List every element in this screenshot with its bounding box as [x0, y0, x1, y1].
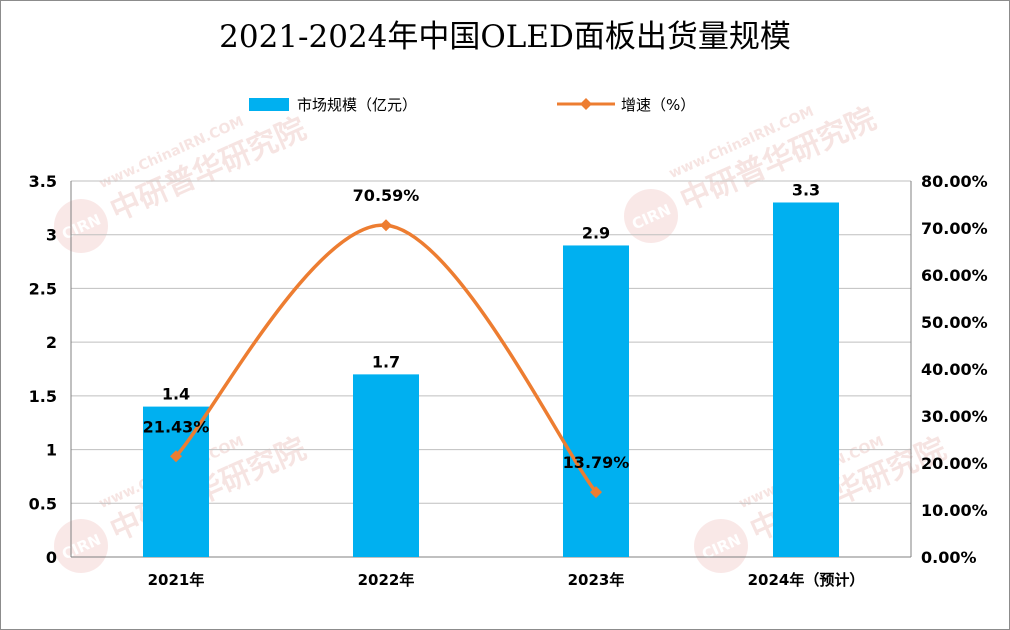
legend-line-label: 增速（%） [621, 95, 696, 114]
growth-value-label: 13.79% [563, 453, 630, 472]
growth-marker [380, 219, 392, 232]
watermark-logo-icon [624, 189, 678, 243]
bar-value-label: 1.7 [372, 352, 400, 371]
chart-title: 2021-2024年中国OLED面板出货量规模 [219, 19, 791, 55]
y-right-tick-label: 10.00% [921, 501, 988, 520]
bar [353, 374, 419, 557]
watermark-logo-icon [54, 519, 108, 573]
x-tick-label: 2021年 [148, 571, 205, 589]
bar [143, 406, 209, 557]
legend-bar-swatch [249, 97, 289, 111]
growth-marker [170, 450, 182, 463]
bar-value-label: 1.4 [162, 385, 190, 404]
bar [773, 202, 839, 557]
x-tick-label: 2024年（预计） [748, 571, 865, 589]
legend-bar-label: 市场规模（亿元） [297, 95, 418, 114]
y-left-tick-label: 3 [46, 226, 57, 245]
bar-value-label: 2.9 [582, 223, 610, 242]
y-right-tick-label: 20.00% [921, 454, 988, 473]
y-right-tick-label: 50.00% [921, 313, 988, 332]
legend-line-swatch [557, 98, 615, 110]
y-right-tick-label: 80.00% [921, 172, 988, 191]
y-left-tick-label: 2 [46, 333, 57, 352]
y-left-tick-label: 1 [46, 441, 57, 460]
y-right-tick-label: 0.00% [921, 548, 977, 567]
bar-value-label: 3.3 [792, 180, 820, 199]
y-left-tick-label: 3.5 [29, 172, 57, 191]
watermark-logo-icon [694, 519, 748, 573]
y-right-tick-label: 40.00% [921, 360, 988, 379]
growth-value-label: 21.43% [143, 417, 210, 436]
x-tick-label: 2022年 [358, 571, 415, 589]
growth-marker [590, 486, 602, 499]
x-tick-label: 2023年 [568, 571, 625, 589]
y-left-tick-label: 1.5 [29, 387, 57, 406]
y-left-tick-label: 0.5 [29, 494, 57, 513]
y-right-tick-label: 30.00% [921, 407, 988, 426]
y-right-tick-label: 70.00% [921, 219, 988, 238]
growth-value-label: 70.59% [353, 186, 420, 205]
y-left-tick-label: 2.5 [29, 279, 57, 298]
legend-item-bar: 市场规模（亿元） [249, 93, 417, 115]
bar [563, 245, 629, 557]
watermark-logo-icon [54, 199, 108, 253]
y-right-tick-label: 60.00% [921, 266, 988, 285]
legend-item-line: 增速（%） [557, 93, 695, 115]
y-left-tick-label: 0 [46, 548, 57, 567]
